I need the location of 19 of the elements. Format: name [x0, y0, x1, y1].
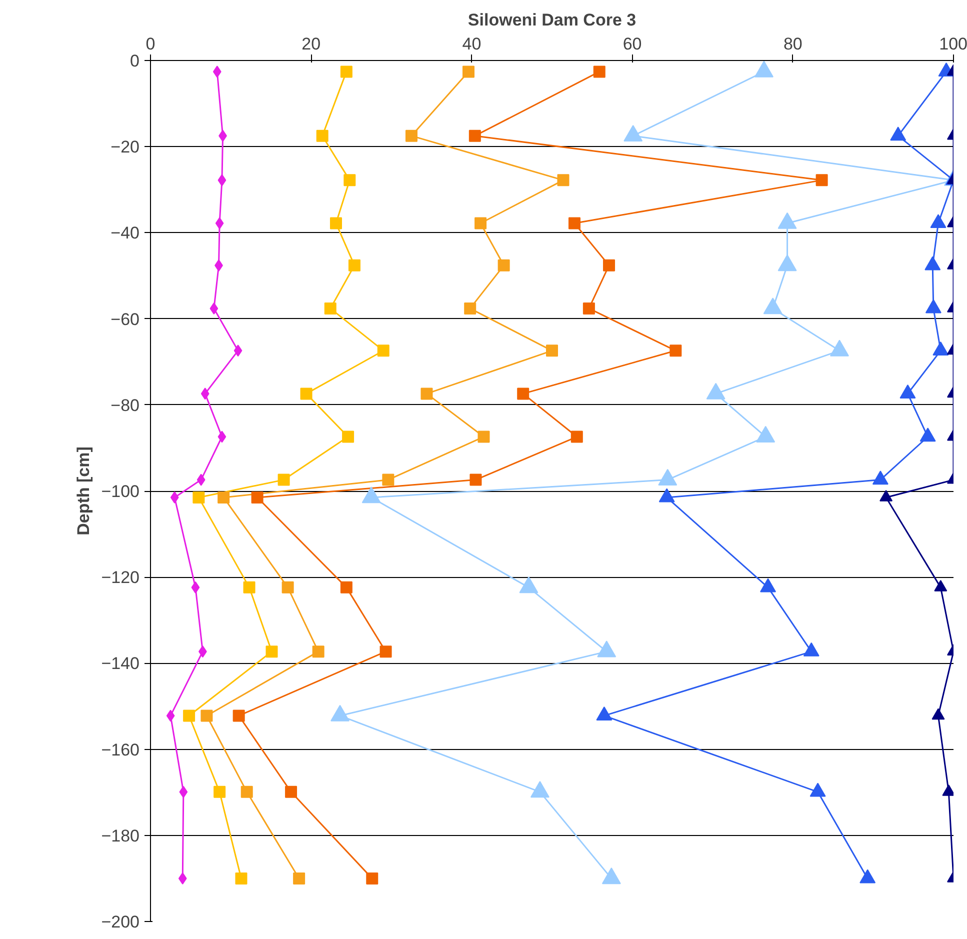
- chart-title: Siloweni Dam Core 3: [468, 10, 636, 30]
- y-tick-label: −60: [110, 310, 140, 329]
- x-tick-label: 100: [939, 34, 967, 54]
- y-axis-title: Depth [cm]: [74, 446, 94, 536]
- y-tick-label: −80: [110, 396, 140, 415]
- x-tick-label: 40: [462, 34, 482, 54]
- y-tick-label: −140: [101, 654, 140, 674]
- y-tick-label: −100: [101, 482, 140, 501]
- x-tick-label: 80: [783, 34, 802, 54]
- y-tick-label: −200: [101, 912, 140, 932]
- y-tick-label: −120: [101, 568, 140, 588]
- x-tick-label: 60: [622, 34, 642, 54]
- y-tick-label: −160: [101, 740, 140, 760]
- x-tick-label: 20: [302, 34, 321, 54]
- y-tick-label: 0: [130, 52, 140, 70]
- y-tick-label: −180: [101, 826, 140, 846]
- x-tick-label: 0: [146, 34, 156, 54]
- y-tick-label: −40: [110, 224, 140, 243]
- y-tick-label: −20: [110, 138, 140, 157]
